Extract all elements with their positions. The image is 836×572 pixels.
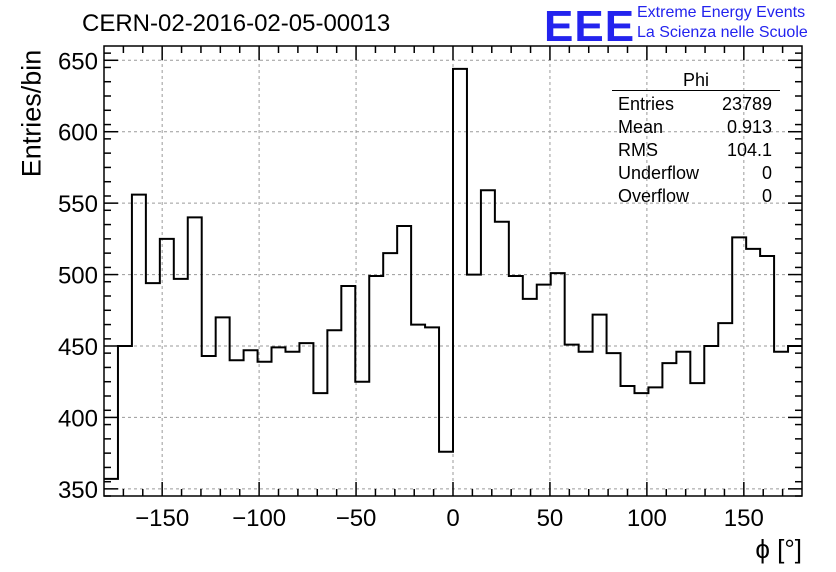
histogram-bin (607, 353, 621, 496)
histogram-bin (411, 325, 425, 496)
logo-caption-line1: Extreme Energy Events (637, 4, 806, 21)
histogram-bin (760, 256, 774, 496)
tick-labels: 350 400 450 500 550 600 650 −150 −100 −50 0 50 100 15… (58, 48, 764, 532)
histogram-bin (439, 452, 453, 496)
stats-row-value: 23789 (721, 94, 772, 114)
stats-row-rms: RMS 104.1 (612, 139, 780, 162)
histogram-bin (523, 299, 537, 496)
histogram-bin (118, 346, 132, 496)
histogram-bin (509, 276, 523, 496)
y-tick-label: 650 (58, 48, 98, 75)
histogram-bin (453, 69, 467, 496)
histogram-bin (383, 253, 397, 496)
histogram-bin (188, 217, 202, 496)
histogram-bin (746, 249, 760, 496)
x-tick-label: 0 (446, 505, 459, 532)
y-tick-label: 500 (58, 263, 98, 290)
histogram-bin (621, 386, 635, 496)
histogram-bin (634, 393, 648, 496)
stats-row-label: Entries (618, 94, 675, 114)
histogram-bin (258, 362, 272, 496)
eee-logo: EEE (544, 2, 636, 51)
x-tick-label: −50 (336, 505, 377, 532)
y-tick-label: 400 (58, 405, 98, 432)
x-tick-label: 100 (627, 505, 667, 532)
stats-row-underflow: Underflow 0 (612, 162, 780, 185)
histogram-bin (690, 383, 704, 496)
y-tick-label: 450 (58, 334, 98, 361)
histogram-bin (132, 195, 146, 496)
y-tick-label: 550 (58, 191, 98, 218)
histogram-bin (104, 479, 118, 496)
x-tick-label: 150 (724, 505, 764, 532)
x-tick-label: 50 (537, 505, 564, 532)
histogram-bin (565, 345, 579, 496)
histogram-bin (676, 352, 690, 496)
histogram-bin (495, 222, 509, 496)
histogram-bin (704, 346, 718, 496)
stats-row-value: 104.1 (726, 140, 772, 160)
axis-ticks (104, 46, 802, 497)
histogram-bin (551, 273, 565, 496)
stats-row-value: 0 (761, 163, 772, 183)
histogram-bin (662, 363, 676, 496)
histogram-bin (327, 330, 341, 496)
histogram-bin (216, 317, 230, 496)
stats-row-label: RMS (618, 140, 658, 160)
histogram-bin (341, 286, 355, 496)
stats-row-entries: Entries 23789 (612, 93, 780, 116)
histogram-bin (299, 343, 313, 496)
histogram-bin (174, 279, 188, 496)
histogram-bin (202, 356, 216, 496)
stats-row-overflow: Overflow 0 (612, 185, 780, 208)
stats-divider (612, 90, 780, 91)
histogram-bin (774, 352, 788, 496)
stats-row-label: Overflow (618, 186, 690, 206)
histogram-bin (369, 276, 383, 496)
stats-title: Phi (682, 70, 709, 90)
stats-row-label: Mean (618, 117, 664, 137)
histogram-bin (397, 226, 411, 496)
stats-row-mean: Mean 0.913 (612, 116, 780, 139)
histogram-bin (285, 352, 299, 496)
histogram-bin (425, 327, 439, 496)
y-tick-label: 350 (58, 477, 98, 504)
stats-row-value: 0 (761, 186, 772, 206)
y-axis-label: Entries/bin (16, 49, 47, 178)
histogram-bin (579, 352, 593, 496)
histogram-bin (788, 346, 802, 496)
stats-row-label: Underflow (618, 163, 700, 183)
plot-title: CERN-02-2016-02-05-00013 (82, 10, 391, 37)
stats-rows: Entries 23789 Mean 0.913 RMS 104.1 Underflow 0 O… (612, 93, 780, 208)
histogram-bin (244, 350, 258, 496)
histogram-bin (467, 275, 481, 496)
x-axis-label: ϕ [°] (755, 534, 802, 564)
logo-caption-line2: La Scienza nelle Scuole (637, 24, 808, 41)
histogram-bin (230, 360, 244, 496)
histogram-bin (718, 323, 732, 496)
y-tick-label: 600 (58, 120, 98, 147)
histogram-bin (272, 347, 286, 496)
histogram-bin (593, 315, 607, 496)
stats-row-value: 0.913 (726, 117, 772, 137)
histogram-bin (732, 237, 746, 496)
x-tick-label: −150 (135, 505, 189, 532)
histogram-bin (146, 283, 160, 496)
x-tick-label: −100 (232, 505, 286, 532)
histogram-bin (648, 387, 662, 496)
histogram-bin (481, 190, 495, 496)
histogram-bin (355, 382, 369, 496)
histogram-series-line (104, 67, 802, 480)
histogram-bin (160, 239, 174, 496)
stats-box: Phi Entries 23789 Mean 0.913 RMS 104.1 Underfl… (612, 70, 780, 208)
histogram-bin (313, 393, 327, 496)
histogram-bin (537, 285, 551, 496)
